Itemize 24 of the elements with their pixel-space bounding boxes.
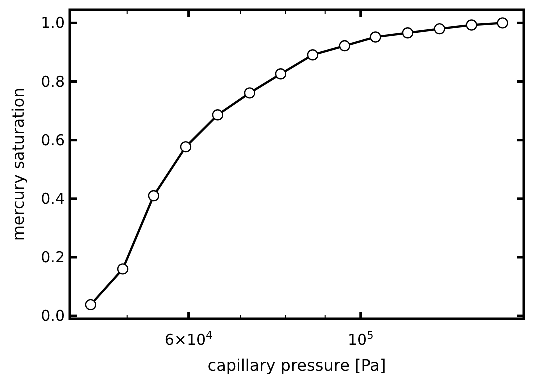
point [370,32,382,43]
y-tick-label: 1.0 [41,14,65,32]
point [402,28,414,39]
y-tick-label: 0.0 [41,307,65,326]
point [275,68,287,80]
x-axis-title: capillary pressure [Pa] [208,356,386,375]
y-axis-title: mercury saturation [9,88,28,242]
point [212,110,224,121]
y-tick-label: 0.4 [41,190,65,208]
point [466,20,478,31]
x-tick-label: 10$^{5}$ [348,330,374,349]
point [339,40,350,52]
y-tick-label: 0.2 [41,248,65,266]
point [117,264,129,275]
point [180,141,192,153]
point [434,23,446,35]
point [497,18,508,29]
point [307,50,319,61]
y-tick-label: 0.6 [41,131,65,150]
y-tick-label: 0.8 [41,72,65,91]
x-tick-label: 6×10$^{4}$ [164,330,214,349]
point [244,88,256,99]
point [148,190,160,202]
point [85,299,97,311]
